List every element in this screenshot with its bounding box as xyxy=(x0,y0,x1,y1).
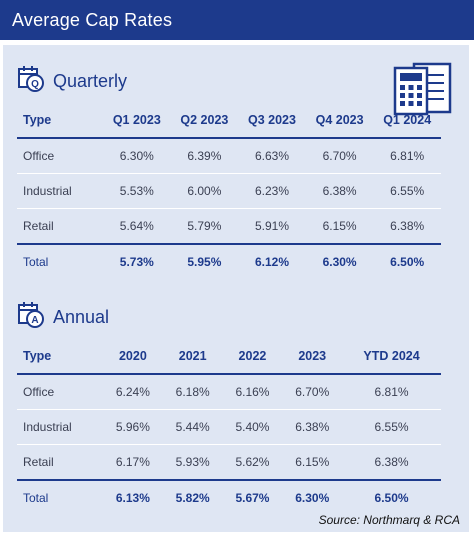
cell-value: 5.91% xyxy=(238,208,306,245)
column-header: Q2 2023 xyxy=(170,103,239,139)
quarterly-table: Type Q1 2023 Q2 2023 Q3 2023 Q4 2023 Q1 … xyxy=(17,103,441,279)
cell-value: 6.81% xyxy=(342,374,441,410)
row-label: Total xyxy=(17,479,103,515)
column-header: Q4 2023 xyxy=(305,103,374,139)
cell-value: 6.23% xyxy=(238,173,306,209)
table-row: Industrial 5.96% 5.44% 5.40% 6.38% 6.55% xyxy=(17,409,441,445)
total-row: Total 5.73% 5.95% 6.12% 6.30% 6.50% xyxy=(17,243,441,279)
calendar-a-icon: A xyxy=(17,301,45,334)
header-bar: Average Cap Rates xyxy=(0,0,474,40)
column-header: YTD 2024 xyxy=(342,339,441,375)
cell-value: 6.30% xyxy=(305,243,374,279)
annual-icon-letter: A xyxy=(31,315,38,326)
cell-value: 5.95% xyxy=(170,243,239,279)
cell-value: 5.82% xyxy=(162,479,223,515)
cell-value: 6.81% xyxy=(373,138,441,174)
cell-value: 5.73% xyxy=(103,243,171,279)
cell-value: 6.24% xyxy=(103,374,163,410)
cell-value: 6.13% xyxy=(103,479,163,515)
column-header: Q1 2023 xyxy=(103,103,171,139)
cell-value: 5.64% xyxy=(103,208,171,245)
cell-value: 6.17% xyxy=(103,444,163,481)
column-header: Q1 2024 xyxy=(373,103,441,139)
column-header: 2023 xyxy=(282,339,343,375)
page-title: Average Cap Rates xyxy=(12,10,173,30)
row-label: Office xyxy=(17,138,103,174)
cell-value: 6.38% xyxy=(282,409,343,445)
cell-value: 6.30% xyxy=(282,479,343,515)
quarterly-icon-letter: Q xyxy=(31,79,39,90)
total-row: Total 6.13% 5.82% 5.67% 6.30% 6.50% xyxy=(17,479,441,515)
column-header: 2021 xyxy=(162,339,223,375)
cell-value: 6.38% xyxy=(373,208,441,245)
cell-value: 5.40% xyxy=(222,409,283,445)
cell-value: 6.70% xyxy=(282,374,343,410)
column-header: Type xyxy=(17,339,103,375)
quarterly-heading: Q Quarterly xyxy=(17,65,127,98)
cell-value: 6.38% xyxy=(305,173,374,209)
row-label: Retail xyxy=(17,444,103,481)
annual-title: Annual xyxy=(53,307,110,327)
annual-heading: A Annual xyxy=(17,301,109,334)
cell-value: 5.93% xyxy=(162,444,223,481)
cell-value: 6.39% xyxy=(170,138,239,174)
row-label: Retail xyxy=(17,208,103,245)
column-header: Q3 2023 xyxy=(238,103,306,139)
quarterly-title: Quarterly xyxy=(53,71,128,91)
table-row: Retail 6.17% 5.93% 5.62% 6.15% 6.38% xyxy=(17,444,441,481)
content-panel: Q Quarterly Type Q1 2023 Q2 2023 Q3 2023… xyxy=(3,45,469,532)
quarterly-header-row: Type Q1 2023 Q2 2023 Q3 2023 Q4 2023 Q1 … xyxy=(17,103,441,139)
cell-value: 6.15% xyxy=(305,208,374,245)
cell-value: 6.12% xyxy=(238,243,306,279)
cell-value: 5.53% xyxy=(103,173,171,209)
calendar-q-icon: Q xyxy=(17,65,45,98)
table-row: Industrial 5.53% 6.00% 6.23% 6.38% 6.55% xyxy=(17,173,441,209)
cell-value: 6.50% xyxy=(342,479,441,515)
cell-value: 6.30% xyxy=(103,138,171,174)
cell-value: 6.50% xyxy=(373,243,441,279)
cell-value: 6.55% xyxy=(373,173,441,209)
cell-value: 5.96% xyxy=(103,409,163,445)
table-row: Office 6.24% 6.18% 6.16% 6.70% 6.81% xyxy=(17,374,441,410)
column-header: 2020 xyxy=(103,339,163,375)
annual-header-row: Type 2020 2021 2022 2023 YTD 2024 xyxy=(17,339,441,375)
cell-value: 5.62% xyxy=(222,444,283,481)
table-row: Retail 5.64% 5.79% 5.91% 6.15% 6.38% xyxy=(17,208,441,245)
cell-value: 5.79% xyxy=(170,208,239,245)
cell-value: 6.38% xyxy=(342,444,441,481)
cell-value: 6.63% xyxy=(238,138,306,174)
cell-value: 6.00% xyxy=(170,173,239,209)
row-label: Industrial xyxy=(17,173,103,209)
column-header: 2022 xyxy=(222,339,283,375)
cell-value: 5.67% xyxy=(222,479,283,515)
annual-table: Type 2020 2021 2022 2023 YTD 2024 Office… xyxy=(17,339,441,515)
cell-value: 6.70% xyxy=(305,138,374,174)
column-header: Type xyxy=(17,103,103,139)
cell-value: 6.16% xyxy=(222,374,283,410)
cell-value: 5.44% xyxy=(162,409,223,445)
cell-value: 6.15% xyxy=(282,444,343,481)
cell-value: 6.55% xyxy=(342,409,441,445)
source-note: Source: Northmarq & RCA xyxy=(318,513,460,527)
row-label: Total xyxy=(17,243,103,279)
cell-value: 6.18% xyxy=(162,374,223,410)
row-label: Office xyxy=(17,374,103,410)
row-label: Industrial xyxy=(17,409,103,445)
table-row: Office 6.30% 6.39% 6.63% 6.70% 6.81% xyxy=(17,138,441,174)
